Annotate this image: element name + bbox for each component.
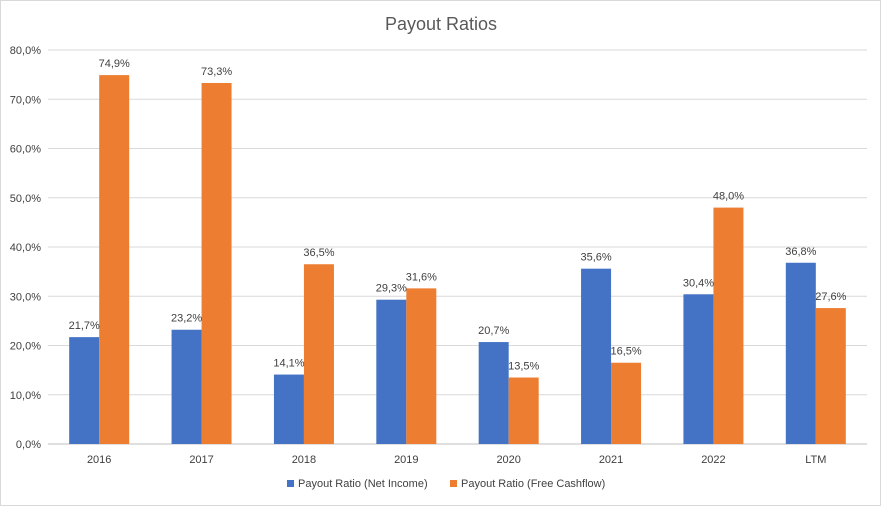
- y-tick-label: 80,0%: [10, 45, 41, 57]
- bar: [683, 294, 714, 444]
- data-label: 36,8%: [785, 246, 816, 258]
- data-label: 29,3%: [376, 283, 407, 295]
- data-label: 16,5%: [610, 346, 641, 358]
- y-tick-label: 70,0%: [10, 94, 41, 106]
- y-tick-label: 30,0%: [10, 291, 41, 303]
- data-label: 20,7%: [478, 325, 509, 337]
- chart-title: Payout Ratios: [385, 14, 497, 34]
- data-label: 36,5%: [303, 247, 334, 259]
- x-tick-label: 2017: [189, 454, 213, 466]
- bar: [406, 288, 437, 444]
- data-label: 14,1%: [273, 358, 304, 370]
- bar: [785, 262, 816, 444]
- bar: [99, 75, 130, 445]
- x-tick-label: 2018: [292, 454, 316, 466]
- legend-label: Payout Ratio (Free Cashflow): [461, 478, 605, 490]
- x-tick-label: 2021: [599, 454, 623, 466]
- data-label: 13,5%: [508, 361, 539, 373]
- bar: [815, 308, 846, 444]
- data-label: 74,9%: [99, 58, 130, 70]
- legend-swatch: [287, 480, 294, 487]
- legend-label: Payout Ratio (Net Income): [298, 478, 428, 490]
- bar: [69, 337, 100, 444]
- x-tick-label: 2020: [496, 454, 520, 466]
- data-label: 30,4%: [683, 277, 714, 289]
- bar: [376, 299, 407, 444]
- bar: [273, 374, 304, 444]
- bar: [611, 362, 642, 444]
- bar: [581, 268, 612, 444]
- legend-swatch: [450, 480, 457, 487]
- bar: [201, 82, 232, 444]
- data-label: 35,6%: [580, 252, 611, 264]
- y-tick-label: 10,0%: [10, 390, 41, 402]
- x-tick-label: 2022: [701, 454, 725, 466]
- y-tick-label: 20,0%: [10, 341, 41, 353]
- data-label: 23,2%: [171, 313, 202, 325]
- x-tick-label: 2016: [87, 454, 111, 466]
- bar: [478, 342, 509, 444]
- x-tick-label: 2019: [394, 454, 418, 466]
- y-tick-label: 60,0%: [10, 144, 41, 156]
- bar: [713, 207, 744, 444]
- bar: [171, 329, 202, 444]
- data-label: 27,6%: [815, 291, 846, 303]
- data-label: 31,6%: [406, 271, 437, 283]
- data-label: 73,3%: [201, 66, 232, 78]
- bar: [508, 377, 539, 444]
- data-label: 48,0%: [713, 191, 744, 203]
- bar: [303, 264, 334, 444]
- y-tick-label: 50,0%: [10, 193, 41, 205]
- x-tick-label: LTM: [805, 454, 826, 466]
- y-tick-label: 0,0%: [16, 439, 41, 451]
- y-tick-label: 40,0%: [10, 242, 41, 254]
- data-label: 21,7%: [69, 320, 100, 332]
